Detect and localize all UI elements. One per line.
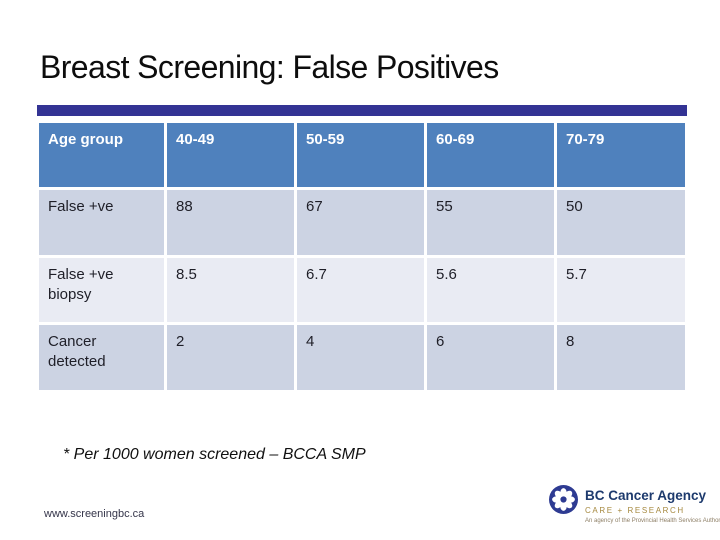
row-label-false-positive: False +ve xyxy=(39,190,164,255)
table-cell: 6.7 xyxy=(297,258,424,322)
table-cell: 5.7 xyxy=(557,258,685,322)
website-link: www.screeningbc.ca xyxy=(44,508,145,520)
table-cell: 5.6 xyxy=(427,258,554,322)
logo-tagline: CARE + RESEARCH xyxy=(585,506,685,515)
column-header-50-59: 50-59 xyxy=(297,123,424,187)
column-header-70-79: 70-79 xyxy=(557,123,685,187)
dogwood-flower-icon xyxy=(549,485,578,514)
table-cell: 55 xyxy=(427,190,554,255)
table-cell: 2 xyxy=(167,325,294,390)
logo-agency-line: An agency of the Provincial Health Servi… xyxy=(585,518,720,524)
slide-title: Breast Screening: False Positives xyxy=(40,49,499,85)
table-cell: 6 xyxy=(427,325,554,390)
column-header-40-49: 40-49 xyxy=(167,123,294,187)
bc-cancer-agency-logo: BC Cancer Agency CARE + RESEARCH An agen… xyxy=(549,485,720,524)
title-divider-bar xyxy=(37,105,687,116)
screening-results-table: Age group 40-49 50-59 60-69 70-79 False … xyxy=(39,123,685,390)
table-cell: 8 xyxy=(557,325,685,390)
table-cell: 8.5 xyxy=(167,258,294,322)
footnote: * Per 1000 women screened – BCCA SMP xyxy=(63,446,366,463)
row-label-false-positive-biopsy: False +ve biopsy xyxy=(39,258,164,322)
row-label-cancer-detected: Cancer detected xyxy=(39,325,164,390)
logo-name: BC Cancer Agency xyxy=(585,488,707,503)
table-cell: 67 xyxy=(297,190,424,255)
column-header-60-69: 60-69 xyxy=(427,123,554,187)
table-cell: 4 xyxy=(297,325,424,390)
logo-text-block: BC Cancer Agency CARE + RESEARCH An agen… xyxy=(585,485,720,524)
table-cell: 88 xyxy=(167,190,294,255)
column-header-age-group: Age group xyxy=(39,123,164,187)
table-cell: 50 xyxy=(557,190,685,255)
